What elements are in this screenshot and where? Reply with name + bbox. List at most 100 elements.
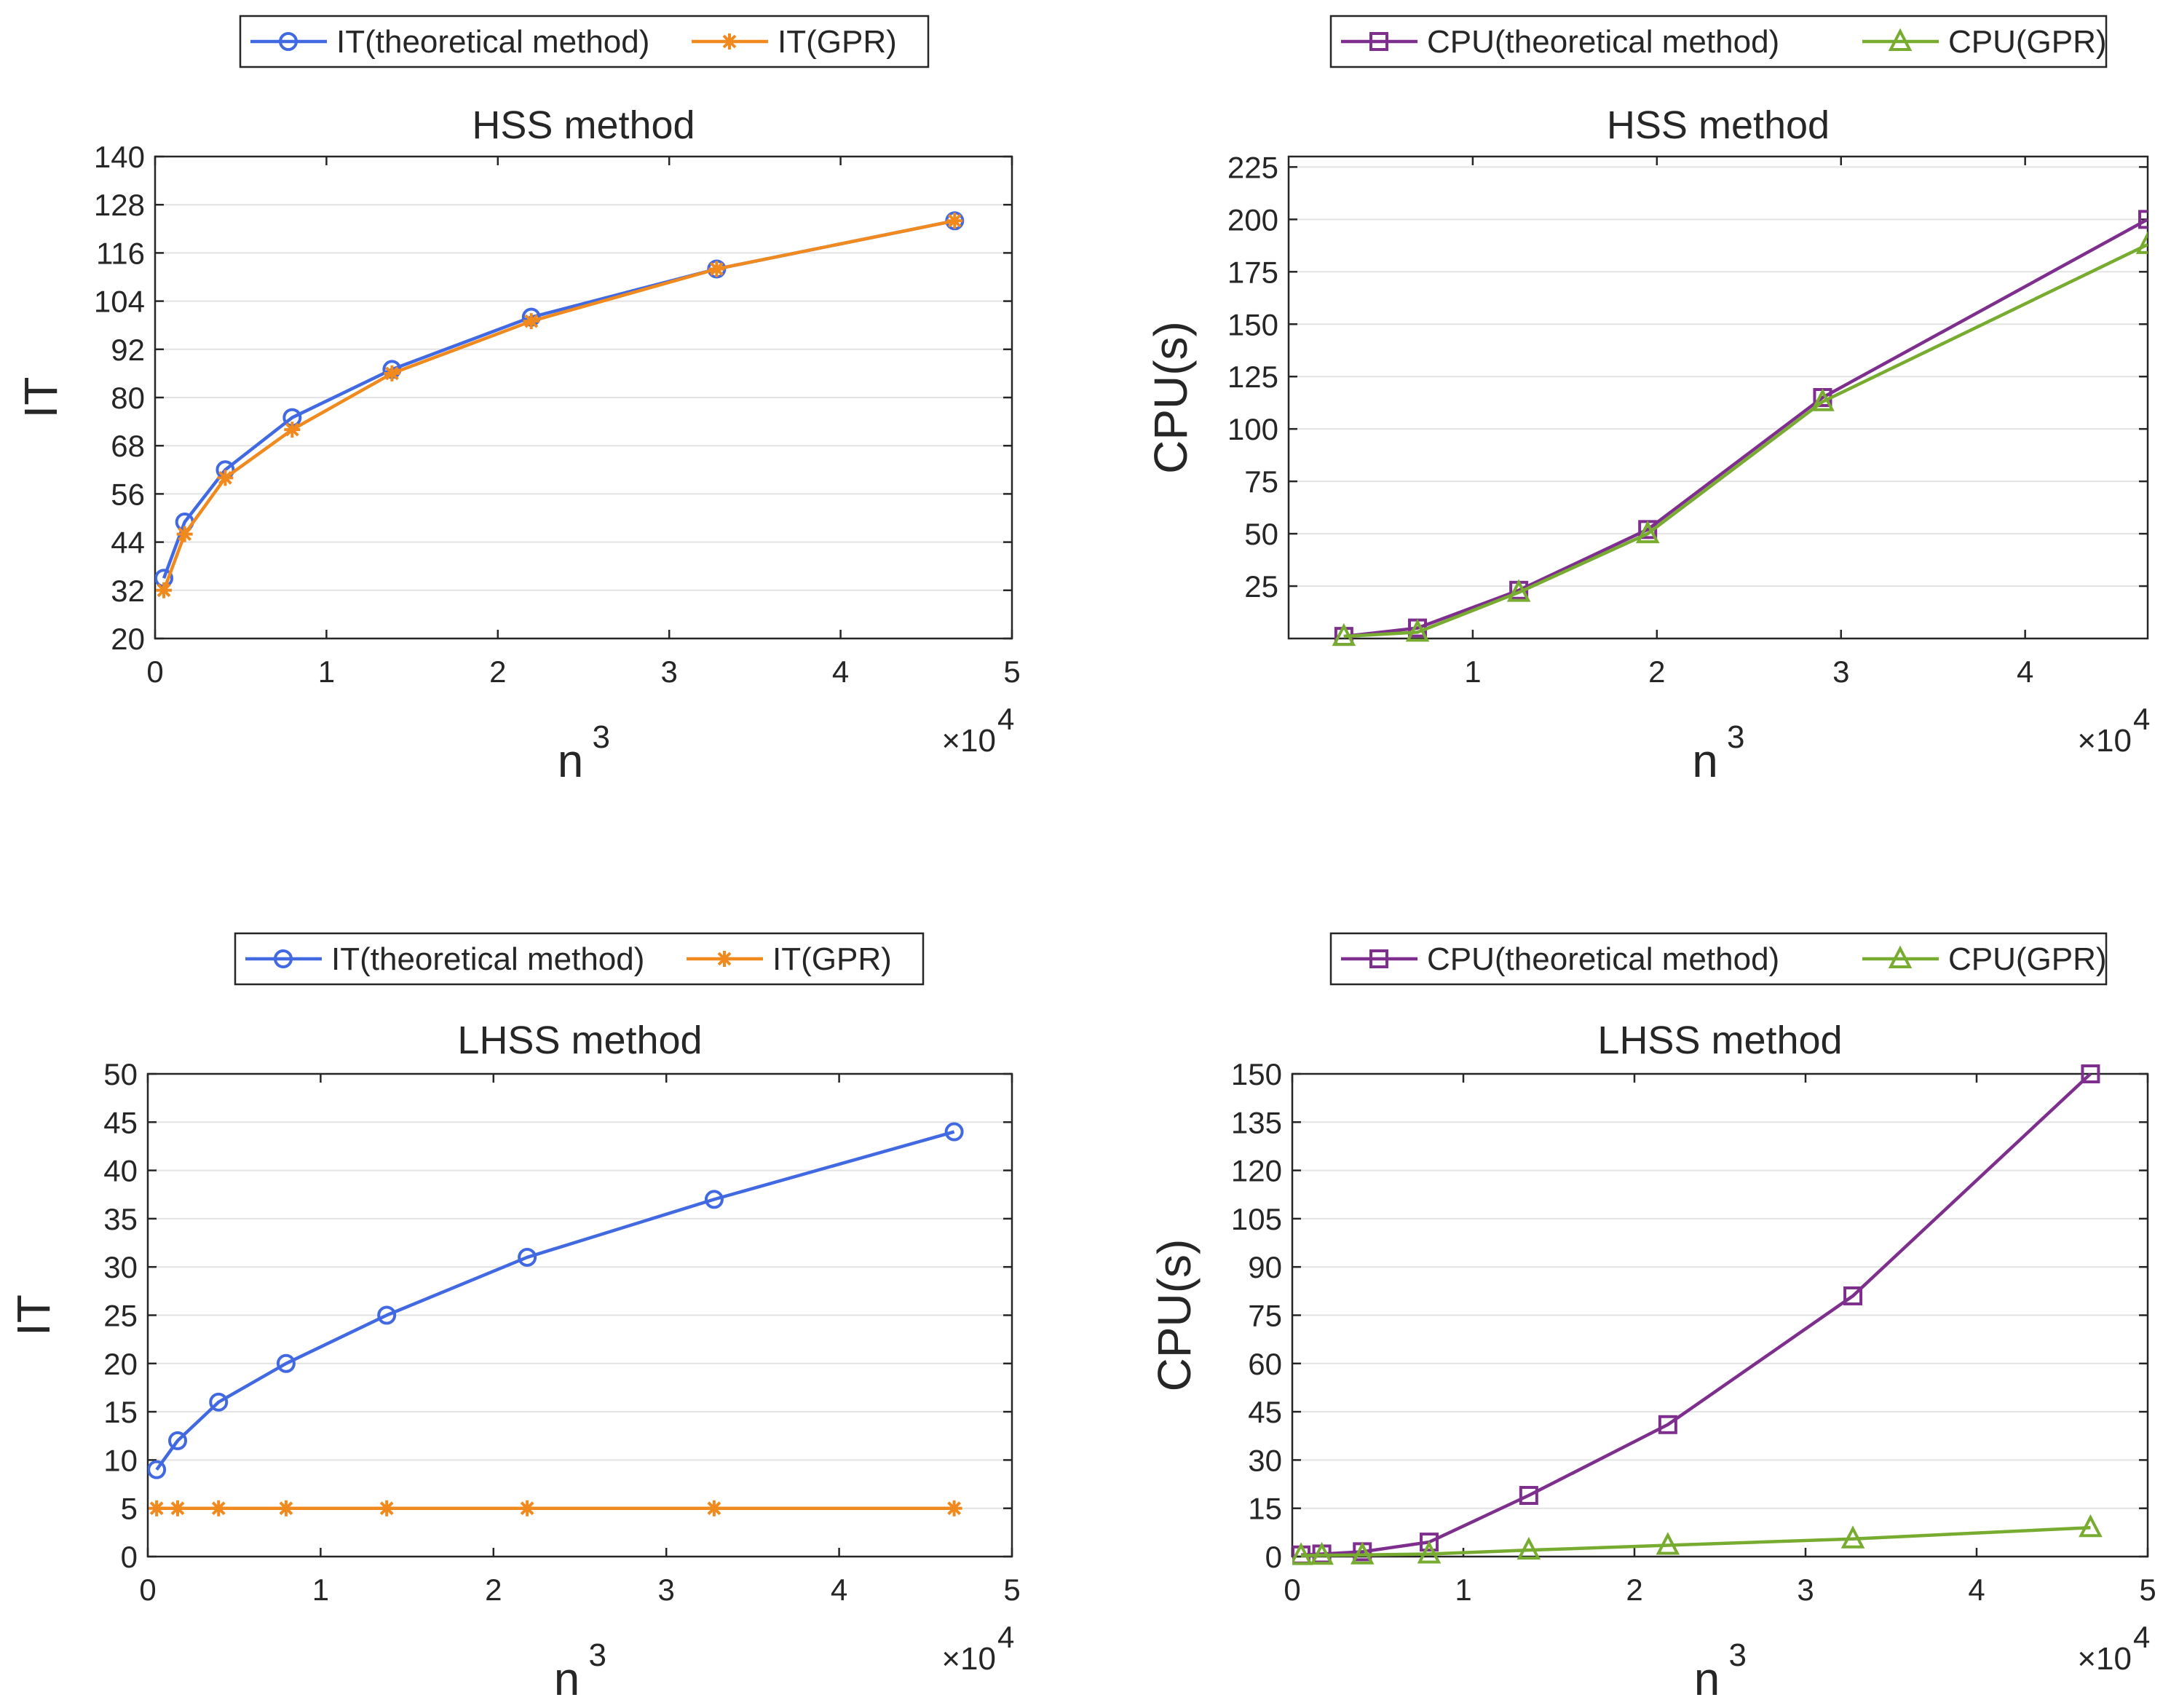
- y-tick-label: 175: [1227, 255, 1278, 289]
- data-point: [523, 313, 539, 330]
- y-tick-label: 40: [103, 1154, 138, 1188]
- data-point: [149, 1500, 165, 1517]
- data-point: [170, 1500, 186, 1517]
- data-point: [377, 1305, 397, 1325]
- y-tick-label: 60: [1248, 1347, 1282, 1381]
- x-axis-multiplier: ×10: [2077, 1641, 2132, 1677]
- x-axis-multiplier-exponent: 4: [997, 702, 1014, 736]
- data-point: [1843, 1286, 1863, 1305]
- legend-box: [1329, 932, 2108, 986]
- x-tick-label: 2: [485, 1573, 502, 1607]
- series-2: [1332, 231, 2148, 647]
- y-tick-label: 125: [1227, 360, 1278, 394]
- legend: IT(theoretical method) IT(GPR): [234, 932, 925, 986]
- plot-area: [1289, 157, 2148, 638]
- y-tick-label: 25: [103, 1299, 138, 1333]
- legend-label: IT(GPR): [778, 24, 897, 60]
- legend-label: CPU(theoretical method): [1427, 24, 1779, 60]
- x-tick-label: 1: [1455, 1573, 1471, 1607]
- y-tick-label: 128: [94, 188, 145, 222]
- x-tick-label: 3: [658, 1573, 675, 1607]
- x-tick-label: 4: [832, 655, 849, 689]
- y-tick-label: 45: [103, 1105, 138, 1139]
- legend: CPU(theoretical method) CPU(GPR): [1329, 932, 2108, 986]
- x-axis-multiplier-exponent: 4: [997, 1620, 1014, 1654]
- data-point: [1506, 579, 1531, 602]
- x-axis-title-superscript: 3: [589, 1637, 606, 1673]
- series-line: [1343, 218, 2148, 638]
- data-point: [1658, 1415, 1677, 1434]
- y-tick-label: 104: [94, 285, 145, 319]
- y-axis-title: IT: [15, 377, 67, 419]
- data-point: [1635, 520, 1660, 544]
- data-point: [276, 1353, 296, 1373]
- legend-swatch-marker: [716, 951, 732, 967]
- data-point: [1417, 1541, 1442, 1564]
- data-point: [944, 1122, 964, 1142]
- y-tick-label: 120: [1231, 1154, 1282, 1188]
- y-tick-label: 45: [1248, 1395, 1282, 1429]
- data-point: [284, 422, 301, 438]
- chart-title: HSS method: [472, 103, 695, 147]
- x-tick-label: 4: [831, 1573, 847, 1607]
- data-point: [2138, 210, 2148, 229]
- y-tick-label: 68: [111, 429, 145, 463]
- data-point: [277, 1500, 294, 1517]
- y-tick-label: 116: [96, 236, 145, 270]
- x-tick-label: 1: [312, 1573, 329, 1607]
- data-point: [148, 1460, 167, 1479]
- data-point: [2081, 1064, 2100, 1083]
- y-tick-label: 0: [121, 1540, 138, 1574]
- y-tick-label: 135: [1231, 1105, 1282, 1139]
- y-tick-label: 75: [1248, 1299, 1282, 1333]
- legend-label: CPU(GPR): [1948, 941, 2107, 977]
- y-axis-title: CPU(s): [1148, 1239, 1201, 1392]
- x-axis-multiplier-exponent: 4: [2133, 702, 2150, 736]
- y-tick-label: 90: [1248, 1250, 1282, 1284]
- y-tick-label: 50: [1244, 517, 1278, 551]
- data-point: [1519, 1486, 1538, 1506]
- data-point: [2135, 231, 2148, 254]
- series-1: [148, 1122, 964, 1479]
- y-tick-label: 105: [1231, 1202, 1282, 1236]
- x-axis-multiplier: ×10: [2077, 723, 2132, 759]
- x-axis-title-superscript: 3: [1727, 719, 1744, 755]
- x-axis-multiplier-exponent: 4: [2133, 1620, 2150, 1654]
- chart-panel-1: 20 32 44 56 68 80 92 104 116 128 140 0 1 2 3 4 5 HSS meth…: [15, 15, 1021, 787]
- legend-label: IT(theoretical method): [331, 941, 644, 977]
- legend: IT(theoretical method) IT(GPR): [239, 15, 930, 68]
- x-tick-label: 2: [489, 655, 506, 689]
- data-point: [210, 1500, 227, 1517]
- data-point: [946, 1500, 962, 1517]
- data-point: [1310, 1541, 1334, 1565]
- data-point: [704, 1190, 724, 1209]
- series-line: [162, 219, 955, 591]
- data-point: [1292, 1542, 1313, 1565]
- series-2: [1292, 1514, 2103, 1565]
- y-tick-label: 56: [111, 477, 145, 511]
- y-tick-label: 35: [103, 1202, 138, 1236]
- x-tick-label: 1: [318, 655, 335, 689]
- data-point: [1811, 388, 1835, 411]
- y-tick-label: 50: [103, 1057, 138, 1091]
- x-axis-title: n: [554, 1653, 580, 1705]
- legend-swatch-marker: [274, 949, 293, 968]
- series-line: [1343, 242, 2148, 638]
- legend-swatch-marker: [279, 32, 298, 51]
- data-point: [1516, 1536, 1541, 1560]
- legend-swatch-marker: [1888, 28, 1913, 51]
- legend-swatch-marker: [721, 33, 737, 50]
- data-point: [1420, 1533, 1439, 1552]
- chart-title: LHSS method: [457, 1019, 702, 1062]
- y-tick-label: 44: [111, 526, 145, 560]
- x-axis-multiplier: ×10: [941, 1641, 996, 1677]
- data-point: [176, 526, 193, 542]
- x-tick-label: 5: [1003, 1573, 1020, 1607]
- y-tick-label: 20: [111, 622, 145, 656]
- data-point: [384, 365, 400, 381]
- x-tick-label: 3: [1832, 655, 1849, 689]
- data-point: [1350, 1541, 1375, 1565]
